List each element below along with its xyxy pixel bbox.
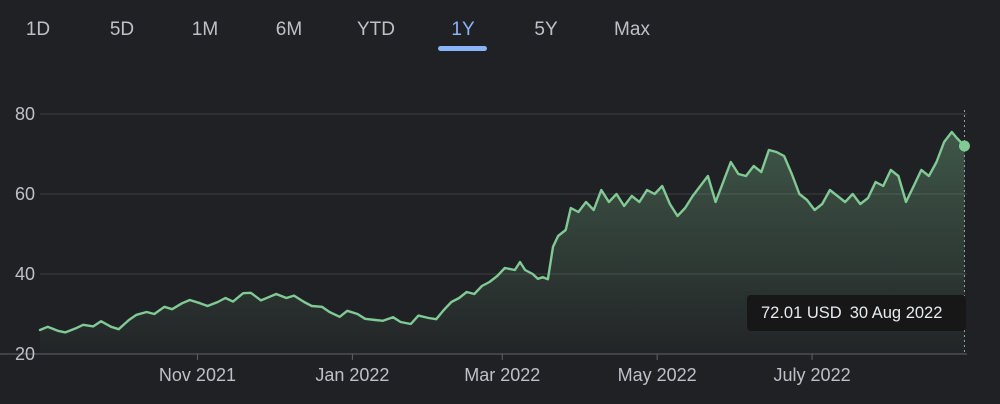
y-tick-label-40: 40 xyxy=(15,264,35,284)
y-tick-label-80: 80 xyxy=(15,104,35,124)
x-tick-label: Jan 2022 xyxy=(315,365,389,385)
range-tabs: 1D 5D 1M 6M YTD 1Y 5Y Max xyxy=(0,0,1000,56)
tab-5y[interactable]: 5Y xyxy=(534,19,558,40)
price-line xyxy=(38,130,966,334)
y-axis-labels: 20 40 60 80 xyxy=(15,104,35,364)
tooltip-date: 30 Aug 2022 xyxy=(849,304,943,322)
tab-1d[interactable]: 1D xyxy=(25,19,51,40)
hover-point-marker xyxy=(958,140,970,152)
x-tick-label: May 2022 xyxy=(618,365,697,385)
tab-1m[interactable]: 1M xyxy=(191,19,219,40)
tooltip-price: 72.01 USD xyxy=(761,304,842,322)
x-tick-label: Nov 2021 xyxy=(159,365,236,385)
hover-tooltip: 72.01 USD 30 Aug 2022 xyxy=(747,295,966,331)
tab-ytd[interactable]: YTD xyxy=(357,19,395,40)
y-tick-label-20: 20 xyxy=(15,344,35,364)
x-axis-ticks xyxy=(196,354,813,360)
y-tick-label-60: 60 xyxy=(15,184,35,204)
tab-5d[interactable]: 5D xyxy=(109,19,135,40)
tab-6m[interactable]: 6M xyxy=(275,19,303,40)
price-area-fill xyxy=(40,132,965,354)
x-axis-labels: Nov 2021 Jan 2022 Mar 2022 May 2022 July 202… xyxy=(159,365,851,385)
active-tab-indicator xyxy=(438,46,487,51)
tab-max[interactable]: Max xyxy=(614,19,650,40)
tab-1y[interactable]: 1Y xyxy=(451,19,475,40)
x-tick-label: Mar 2022 xyxy=(464,365,540,385)
x-tick-label: July 2022 xyxy=(774,365,851,385)
